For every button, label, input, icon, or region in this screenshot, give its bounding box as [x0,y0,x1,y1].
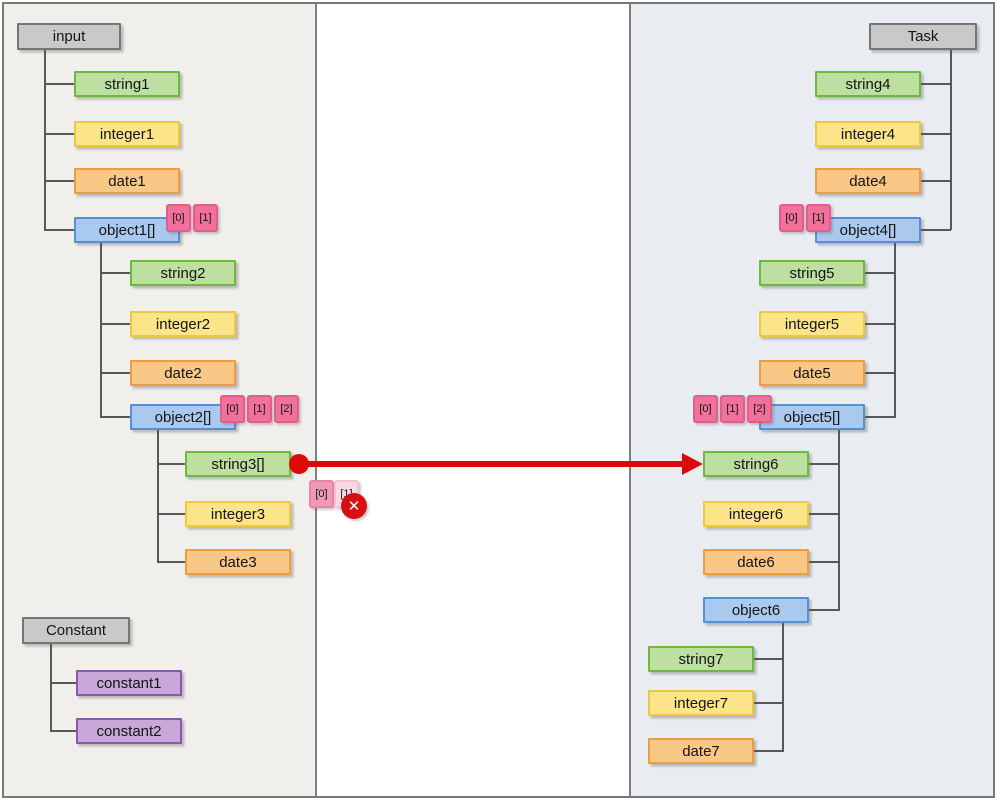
mapping-target-divider [629,4,631,796]
tree-connector [44,83,74,85]
node-object1[interactable]: object1[] [74,217,180,243]
tree-connector [921,133,951,135]
tree-header-input[interactable]: input [17,23,121,50]
tree-connector [921,229,951,231]
node-date7[interactable]: date7 [648,738,754,764]
node-date2[interactable]: date2 [130,360,236,386]
tree-connector [809,561,839,563]
index-badge-object5-0[interactable]: [0] [693,395,718,423]
tree-connector [157,561,185,563]
node-integer3[interactable]: integer3 [185,501,291,527]
tree-connector [921,83,951,85]
mapping-arrow-line[interactable] [297,461,687,467]
tree-connector [50,644,52,732]
node-string4[interactable]: string4 [815,71,921,97]
index-badge-object5-2[interactable]: [2] [747,395,772,423]
tree-header-constant[interactable]: Constant [22,617,130,644]
tree-connector [100,243,102,418]
node-string6[interactable]: string6 [703,451,809,477]
mapping-source-point-icon[interactable] [289,454,309,474]
node-date1[interactable]: date1 [74,168,180,194]
index-badge-mapping-0[interactable]: [0] [309,480,334,508]
tree-connector [44,180,74,182]
tree-connector [809,463,839,465]
index-badge-object5-1[interactable]: [1] [720,395,745,423]
node-string2[interactable]: string2 [130,260,236,286]
tree-connector [100,323,130,325]
tree-connector [100,416,130,418]
tree-connector [838,429,840,611]
node-integer2[interactable]: integer2 [130,311,236,337]
tree-connector [44,133,74,135]
index-badge-object2-0[interactable]: [0] [220,395,245,423]
tree-connector [754,658,783,660]
tree-connector [865,372,895,374]
node-integer7[interactable]: integer7 [648,690,754,716]
tree-connector [44,50,46,230]
index-badge-object4-1[interactable]: [1] [806,204,831,232]
tree-connector [157,463,185,465]
tree-connector [865,416,895,418]
tree-connector [950,50,952,230]
node-date6[interactable]: date6 [703,549,809,575]
node-string3[interactable]: string3[] [185,451,291,477]
tree-connector [894,243,896,418]
error-x-glyph: ✕ [347,498,361,515]
index-badge-object1-0[interactable]: [0] [166,204,191,232]
node-integer1[interactable]: integer1 [74,121,180,147]
mapping-error-icon[interactable]: ✕ [341,493,367,519]
node-date5[interactable]: date5 [759,360,865,386]
tree-connector [782,623,784,752]
tree-connector [809,513,839,515]
node-date3[interactable]: date3 [185,549,291,575]
source-mapping-divider [315,4,317,796]
node-integer6[interactable]: integer6 [703,501,809,527]
index-badge-object1-1[interactable]: [1] [193,204,218,232]
tree-connector [157,429,159,563]
node-integer4[interactable]: integer4 [815,121,921,147]
tree-connector [865,323,895,325]
tree-connector [809,609,839,611]
node-string1[interactable]: string1 [74,71,180,97]
index-badge-object2-1[interactable]: [1] [247,395,272,423]
node-object4[interactable]: object4[] [815,217,921,243]
node-integer5[interactable]: integer5 [759,311,865,337]
node-object5[interactable]: object5[] [759,404,865,430]
tree-connector [921,180,951,182]
tree-connector [157,513,185,515]
tree-connector [44,229,74,231]
node-object2[interactable]: object2[] [130,404,236,430]
index-badge-object2-2[interactable]: [2] [274,395,299,423]
node-string7[interactable]: string7 [648,646,754,672]
index-badge-object4-0[interactable]: [0] [779,204,804,232]
tree-connector [50,682,76,684]
tree-connector [865,272,895,274]
tree-connector [100,272,130,274]
tree-header-task[interactable]: Task [869,23,977,50]
tree-connector [754,750,783,752]
mapping-panel [317,4,629,796]
node-object6[interactable]: object6 [703,597,809,623]
node-constant1[interactable]: constant1 [76,670,182,696]
node-date4[interactable]: date4 [815,168,921,194]
tree-connector [754,702,783,704]
tree-connector [50,730,76,732]
node-string5[interactable]: string5 [759,260,865,286]
tree-connector [100,372,130,374]
mapping-arrowhead-icon [682,453,703,475]
node-constant2[interactable]: constant2 [76,718,182,744]
